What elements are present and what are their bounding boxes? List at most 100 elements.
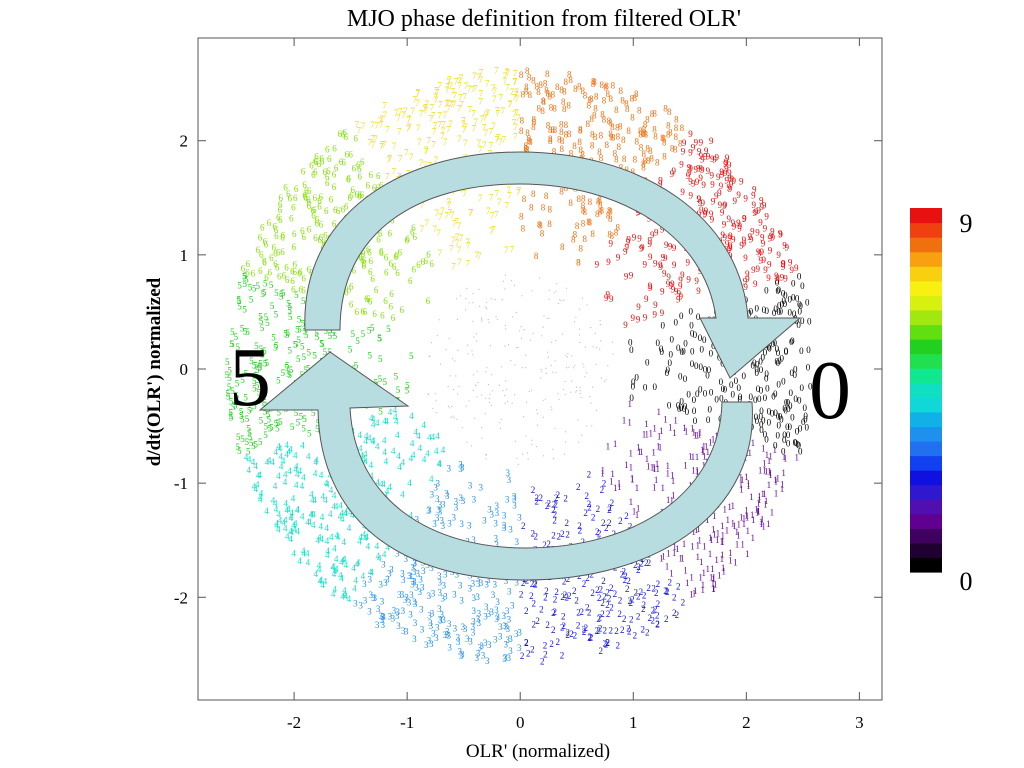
center-point	[473, 417, 475, 419]
phase-point: 8	[660, 133, 665, 143]
phase-point: 2	[582, 624, 587, 634]
phase-point: 2	[675, 610, 680, 620]
phase-point: 6	[341, 130, 346, 140]
phase-point: 9	[709, 136, 714, 146]
phase-point: 4	[362, 454, 367, 464]
phase-point: 8	[581, 200, 586, 210]
phase-point: 8	[519, 212, 524, 222]
phase-point: 6	[370, 274, 375, 284]
center-point	[457, 349, 459, 352]
phase-point: 5	[247, 428, 252, 438]
phase-point: 8	[674, 115, 679, 125]
phase-point: 4	[288, 534, 293, 544]
phase-point: 1	[754, 505, 759, 515]
center-point	[523, 416, 525, 418]
center-point	[448, 407, 450, 409]
phase-point: 1	[757, 491, 762, 501]
phase-point: 2	[625, 584, 630, 594]
phase-point: 8	[618, 86, 623, 96]
phase-point: 8	[637, 106, 642, 116]
phase-point: 4	[382, 447, 387, 457]
phase-point: 4	[409, 454, 414, 464]
phase-point: 4	[325, 536, 330, 546]
phase-point: 3	[412, 577, 417, 587]
phase-point: 5	[229, 413, 234, 423]
center-point	[536, 424, 539, 426]
phase-point: 0	[788, 422, 793, 432]
phase-point: 5	[233, 401, 238, 411]
phase-point: 1	[711, 434, 716, 444]
phase-point: 7	[516, 113, 521, 123]
phase-point: 0	[773, 304, 778, 314]
phase-point: 2	[560, 622, 565, 632]
phase-point: 8	[532, 115, 537, 125]
phase-point: 1	[744, 511, 749, 521]
phase-point: 4	[305, 517, 310, 527]
phase-point: 2	[545, 501, 550, 511]
phase-point: 6	[358, 190, 363, 200]
phase-point: 7	[447, 200, 452, 210]
phase-point: 0	[678, 372, 683, 382]
phase-point: 9	[699, 137, 704, 147]
phase-point: 2	[535, 616, 540, 626]
phase-point: 6	[341, 157, 346, 167]
phase-point: 0	[695, 389, 700, 399]
phase-point: 7	[447, 74, 452, 84]
phase-point: 6	[332, 170, 337, 180]
phase-point: 7	[388, 154, 393, 164]
phase-point: 6	[346, 284, 351, 294]
phase-point: 7	[461, 115, 466, 125]
phase-point: 0	[784, 346, 789, 356]
phase-point: 7	[495, 108, 500, 118]
phase-point: 7	[503, 71, 508, 81]
phase-point: 9	[648, 236, 653, 246]
phase-point: 8	[648, 146, 653, 156]
phase-point: 9	[623, 320, 628, 330]
center-point	[502, 280, 505, 282]
phase-point: 6	[362, 256, 367, 266]
phase-point: 1	[636, 504, 641, 514]
phase-point: 4	[289, 508, 294, 518]
phase-point: 2	[620, 625, 625, 635]
phase-point: 1	[764, 467, 769, 477]
phase-point: 2	[605, 600, 610, 610]
phase-point: 6	[376, 235, 381, 245]
center-point	[472, 354, 474, 356]
center-point	[529, 339, 532, 341]
phase-point: 6	[262, 258, 267, 268]
phase-point: 3	[380, 611, 385, 621]
phase-point: 7	[397, 127, 402, 137]
phase-point: 2	[521, 521, 526, 531]
phase-point: 1	[770, 507, 775, 517]
phase-point: 8	[624, 165, 629, 175]
phase-point: 3	[380, 620, 385, 630]
phase-point: 7	[419, 158, 424, 168]
phase-point: 2	[604, 639, 609, 649]
phase-point: 5	[274, 309, 279, 319]
phase-point: 5	[378, 354, 383, 364]
phase-point: 5	[311, 408, 316, 418]
phase-point: 8	[611, 133, 616, 143]
phase-point: 0	[777, 307, 782, 317]
phase-point: 2	[651, 584, 656, 594]
phase-point: 9	[716, 172, 721, 182]
phase-point: 5	[328, 326, 333, 336]
phase-point: 7	[437, 110, 442, 120]
phase-point: 5	[323, 347, 328, 357]
phase-point: 5	[255, 365, 260, 375]
center-point	[504, 402, 506, 404]
phase-point: 1	[780, 484, 785, 494]
center-point	[555, 340, 557, 342]
phase-point: 3	[457, 646, 462, 656]
phase-point: 3	[459, 493, 464, 503]
phase-point: 8	[587, 95, 592, 105]
phase-point: 2	[574, 595, 579, 605]
phase-point: 7	[446, 103, 451, 113]
phase-point: 6	[320, 156, 325, 166]
phase-point: 3	[507, 615, 512, 625]
phase-point: 9	[742, 239, 747, 249]
phase-point: 2	[672, 593, 677, 603]
phase-point: 9	[700, 165, 705, 175]
phase-point: 1	[666, 495, 671, 505]
phase-point: 7	[457, 76, 462, 86]
